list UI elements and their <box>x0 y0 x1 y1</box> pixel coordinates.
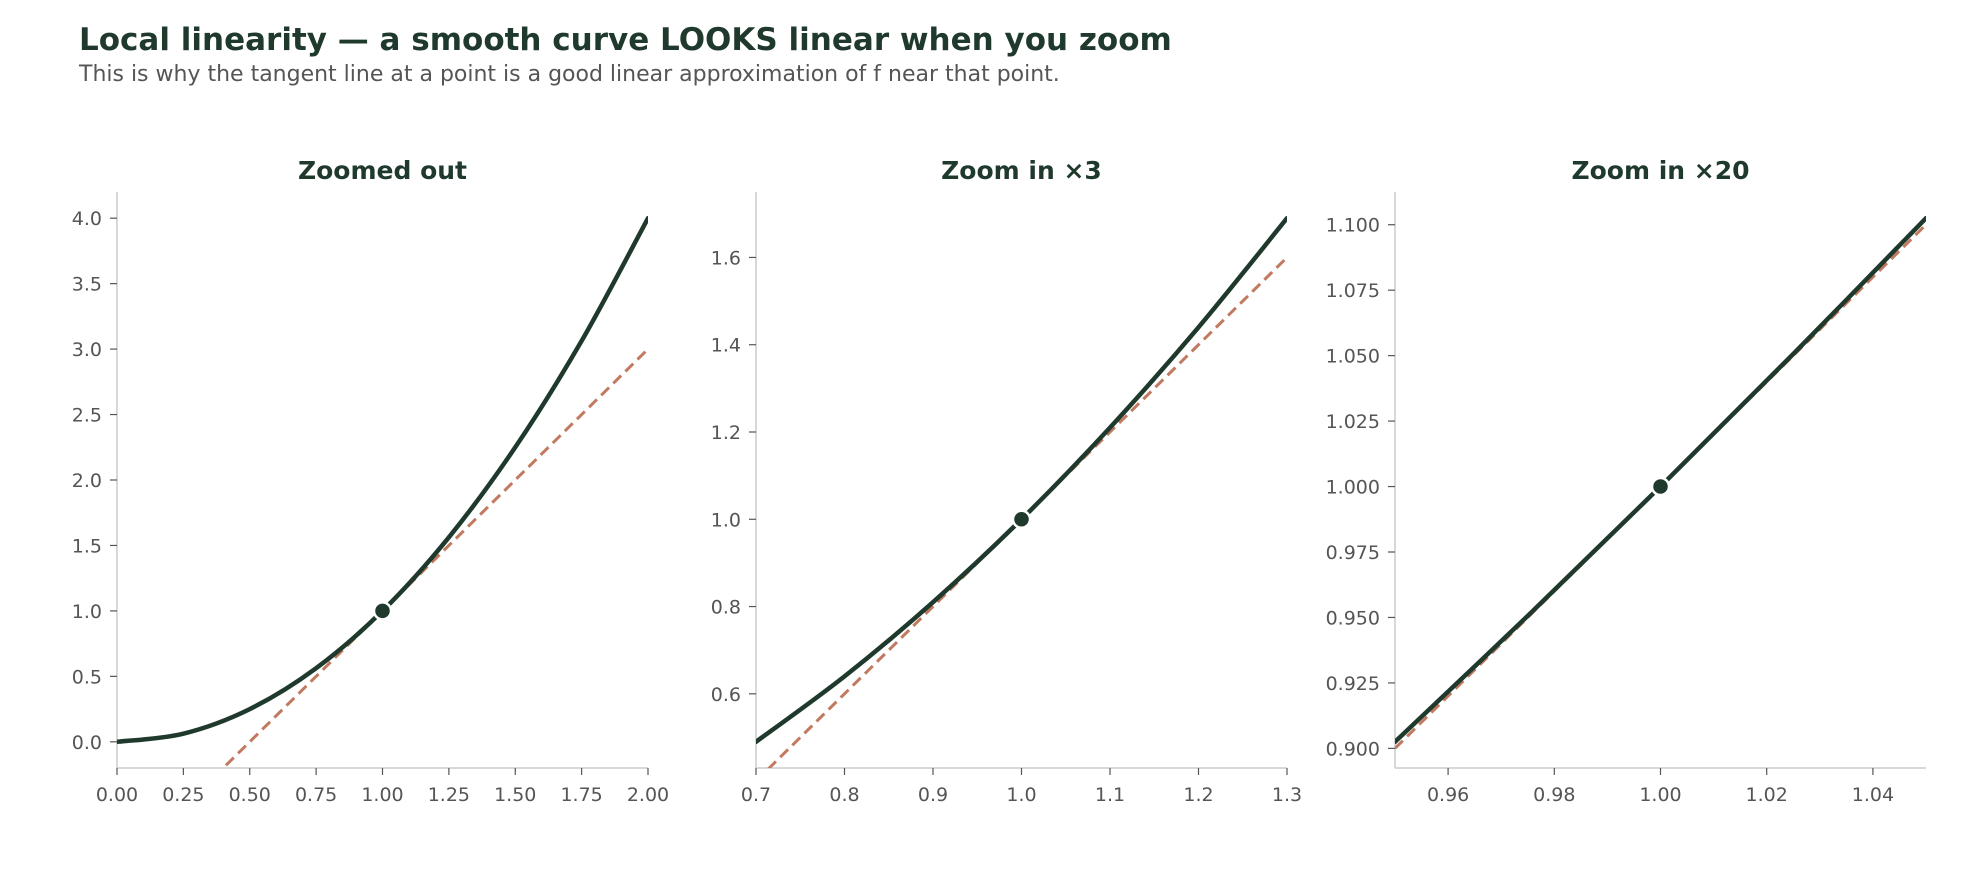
tangent-line <box>767 256 1287 768</box>
panel-title: Zoom in ×3 <box>941 156 1102 185</box>
y-tick-label: 0.5 <box>72 666 102 688</box>
x-tick-label: 0.25 <box>162 784 204 806</box>
x-tick-label: 1.00 <box>1639 784 1681 806</box>
tangent-point <box>372 601 393 621</box>
y-tick-label: 2.5 <box>72 405 102 427</box>
panel-1: 0.00 0.25 0.50 0.75 1.00 1.25 1.50 1.75 2.00 0.0 0… <box>72 156 669 806</box>
x-tick-label: 1.0 <box>1006 784 1036 806</box>
y-tick-label: 1.100 <box>1326 215 1380 237</box>
function-curve <box>117 215 648 745</box>
y-tick-label: 1.6 <box>711 247 741 269</box>
x-tick-label: 0.8 <box>829 784 859 806</box>
panel-2: 0.7 0.8 0.9 1.0 1.1 1.2 1.3 0.6 0.8 1.0 1.2 1.4 1.6 Z… <box>711 156 1302 806</box>
x-tick-label: 1.02 <box>1746 784 1788 806</box>
x-tick-label: 1.50 <box>494 784 536 806</box>
x-tick-label: 2.00 <box>627 784 669 806</box>
y-tick-label: 3.0 <box>72 339 102 361</box>
x-tick-label: 1.00 <box>361 784 403 806</box>
y-tick-label: 1.075 <box>1326 280 1380 302</box>
panel-title: Zoomed out <box>298 156 467 185</box>
function-curve <box>756 215 1287 745</box>
tangent-line <box>221 348 648 768</box>
x-tick-label: 0.50 <box>229 784 271 806</box>
y-tick-label: 1.0 <box>711 509 741 531</box>
x-tick-label: 0.9 <box>918 784 948 806</box>
x-tick-label: 1.2 <box>1183 784 1213 806</box>
x-tick-label: 1.75 <box>560 784 602 806</box>
x-tick-label: 1.04 <box>1852 784 1894 806</box>
y-tick-label: 0.0 <box>72 732 102 754</box>
y-tick-label: 1.2 <box>711 422 741 444</box>
y-tick-label: 1.025 <box>1326 411 1380 433</box>
y-tick-label: 0.925 <box>1326 673 1380 695</box>
figure-title: Local linearity — a smooth curve LOOKS l… <box>79 22 1172 58</box>
panel-3: 0.96 0.98 1.00 1.02 1.04 0.900 0.925 0.950 0.975… <box>1326 156 1926 806</box>
x-tick-label: 1.3 <box>1272 784 1302 806</box>
y-tick-label: 0.975 <box>1326 542 1380 564</box>
x-tick-label: 0.98 <box>1533 784 1575 806</box>
tangent-point <box>1650 476 1671 497</box>
y-tick-label: 0.950 <box>1326 607 1380 629</box>
x-tick-label: 0.75 <box>295 784 337 806</box>
x-tick-label: 1.25 <box>428 784 470 806</box>
y-tick-label: 1.050 <box>1326 346 1380 368</box>
y-tick-label: 0.6 <box>711 684 741 706</box>
y-tick-label: 0.900 <box>1326 738 1380 760</box>
panel-title: Zoom in ×20 <box>1571 156 1749 185</box>
y-tick-label: 0.8 <box>711 597 741 619</box>
y-tick-label: 1.4 <box>711 335 741 357</box>
y-tick-label: 3.5 <box>72 274 102 296</box>
y-tick-label: 4.0 <box>72 208 102 230</box>
figure-subtitle: This is why the tangent line at a point … <box>79 62 1060 87</box>
tangent-point <box>1011 509 1032 530</box>
y-tick-label: 2.0 <box>72 470 102 492</box>
x-tick-label: 1.1 <box>1095 784 1125 806</box>
x-tick-label: 0.00 <box>96 784 138 806</box>
y-tick-label: 1.0 <box>72 601 102 623</box>
y-tick-label: 1.5 <box>72 535 102 557</box>
x-tick-label: 0.7 <box>741 784 771 806</box>
x-tick-label: 0.96 <box>1427 784 1469 806</box>
y-tick-label: 1.000 <box>1326 477 1380 499</box>
